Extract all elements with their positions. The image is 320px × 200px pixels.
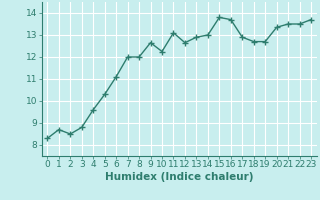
X-axis label: Humidex (Indice chaleur): Humidex (Indice chaleur)	[105, 172, 253, 182]
